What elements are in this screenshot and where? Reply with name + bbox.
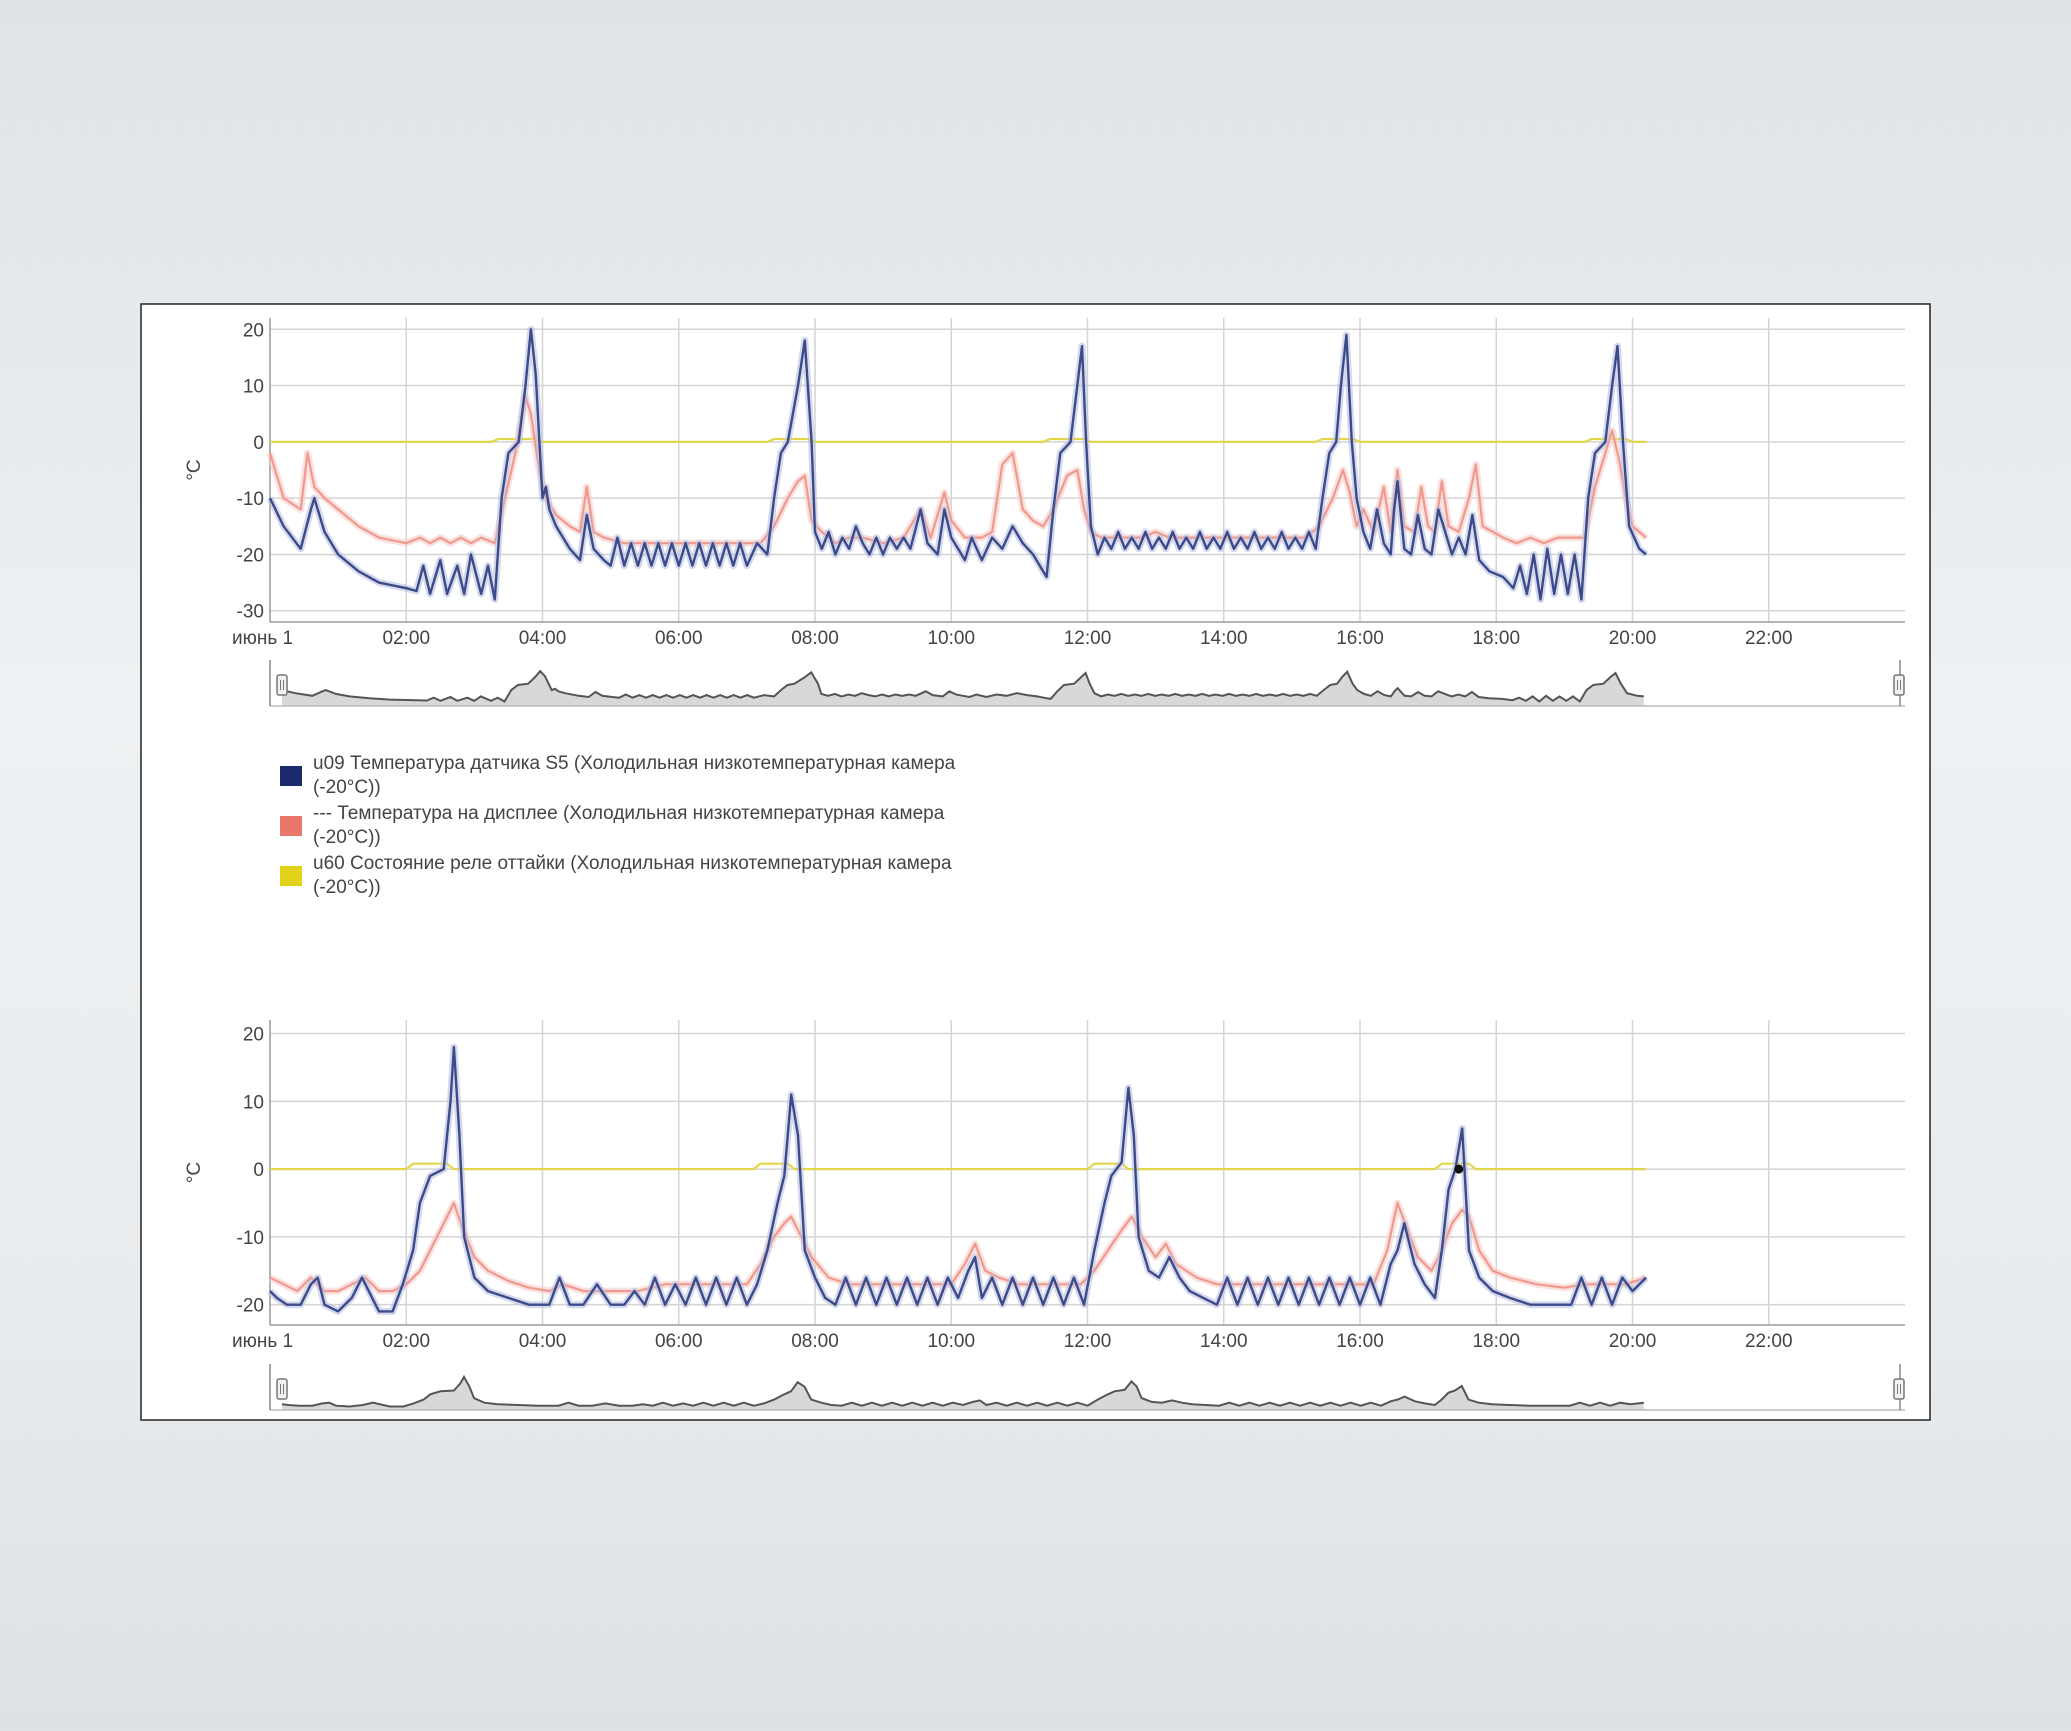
x-tick-label: 12:00 [1064, 1331, 1112, 1352]
x-tick-label: 12:00 [1064, 628, 1112, 649]
y-axis-label: °C [184, 459, 205, 480]
x-tick-label: июнь 1 [232, 1331, 293, 1352]
x-tick-label: 06:00 [655, 1331, 703, 1352]
legend-label-cont: (-20°C)) [313, 877, 381, 898]
x-tick-label: 16:00 [1336, 1331, 1384, 1352]
navigator-handle-left[interactable] [276, 1378, 288, 1400]
navigator-handle-right[interactable] [1893, 1378, 1905, 1400]
x-tick-label: 22:00 [1745, 1331, 1793, 1352]
legend: u09 Температура датчика S5 (Холодильная … [280, 753, 956, 898]
y-tick-label: 10 [243, 1092, 264, 1113]
y-tick-label: -20 [237, 1296, 264, 1317]
x-tick-label: 14:00 [1200, 1331, 1248, 1352]
x-tick-label: 06:00 [655, 628, 703, 649]
series-line-sensor [268, 328, 1647, 601]
y-tick-label: 0 [253, 433, 264, 454]
x-tick-label: 08:00 [791, 628, 839, 649]
y-tick-label: 10 [243, 377, 264, 398]
hover-marker [1454, 1164, 1464, 1174]
chart-top: 20 10 0 -10 -20 -30 июнь 1 02:00 04:00 06:00 08:00… [184, 318, 1905, 649]
x-tick-label: 10:00 [927, 1331, 975, 1352]
x-tick-label: 02:00 [382, 628, 430, 649]
legend-item[interactable]: u09 Температура датчика S5 (Холодильная … [280, 753, 956, 798]
chart-bottom: 20 10 0 -10 -20 июнь 1 02:00 04:00 06:00 08:00 10:… [184, 1020, 1905, 1352]
x-tick-label: 18:00 [1472, 1331, 1520, 1352]
legend-label-cont: (-20°C)) [313, 827, 381, 848]
legend-item[interactable]: u60 Состояние реле оттайки (Холодильная … [280, 853, 952, 898]
x-tick-label: 16:00 [1336, 628, 1384, 649]
navigator-top[interactable] [269, 660, 1905, 707]
y-tick-label: 20 [243, 320, 264, 341]
y-tick-label: -30 [237, 602, 264, 623]
y-tick-label: -20 [237, 545, 264, 566]
series-line-sensor [269, 1045, 1647, 1313]
x-tick-label: 04:00 [519, 628, 567, 649]
y-axis-label: °C [184, 1162, 205, 1183]
legend-item[interactable]: --- Температура на дисплее (Холодильная … [280, 803, 945, 848]
x-tick-label: 18:00 [1472, 628, 1520, 649]
series-line-display [269, 1201, 1647, 1293]
navigator-area [282, 671, 1644, 706]
x-tick-label: 02:00 [382, 1331, 430, 1352]
x-tick-label: 20:00 [1609, 1331, 1657, 1352]
navigator-area [282, 1376, 1644, 1410]
navigator-line [281, 669, 1644, 703]
y-tick-label: -10 [237, 489, 264, 510]
legend-label: u60 Состояние реле оттайки (Холодильная … [313, 853, 952, 874]
legend-swatch [280, 766, 302, 786]
legend-swatch [280, 816, 302, 836]
x-tick-label: 04:00 [519, 1331, 567, 1352]
x-tick-label: июнь 1 [232, 628, 293, 649]
navigator-line [281, 1374, 1644, 1408]
x-tick-label: 08:00 [791, 1331, 839, 1352]
navigator-bottom[interactable] [269, 1364, 1905, 1411]
x-tick-label: 10:00 [927, 628, 975, 649]
y-tick-label: -10 [237, 1228, 264, 1249]
x-tick-label: 22:00 [1745, 628, 1793, 649]
legend-swatch [280, 866, 302, 886]
navigator-handle-right[interactable] [1893, 674, 1905, 696]
navigator-handle-left[interactable] [276, 674, 288, 696]
legend-label-cont: (-20°C)) [313, 777, 381, 798]
legend-label: u09 Температура датчика S5 (Холодильная … [313, 753, 956, 774]
x-tick-label: 20:00 [1609, 628, 1657, 649]
y-tick-label: 20 [243, 1025, 264, 1046]
x-tick-label: 14:00 [1200, 628, 1248, 649]
y-tick-label: 0 [253, 1160, 264, 1181]
legend-label: --- Температура на дисплее (Холодильная … [313, 803, 945, 824]
